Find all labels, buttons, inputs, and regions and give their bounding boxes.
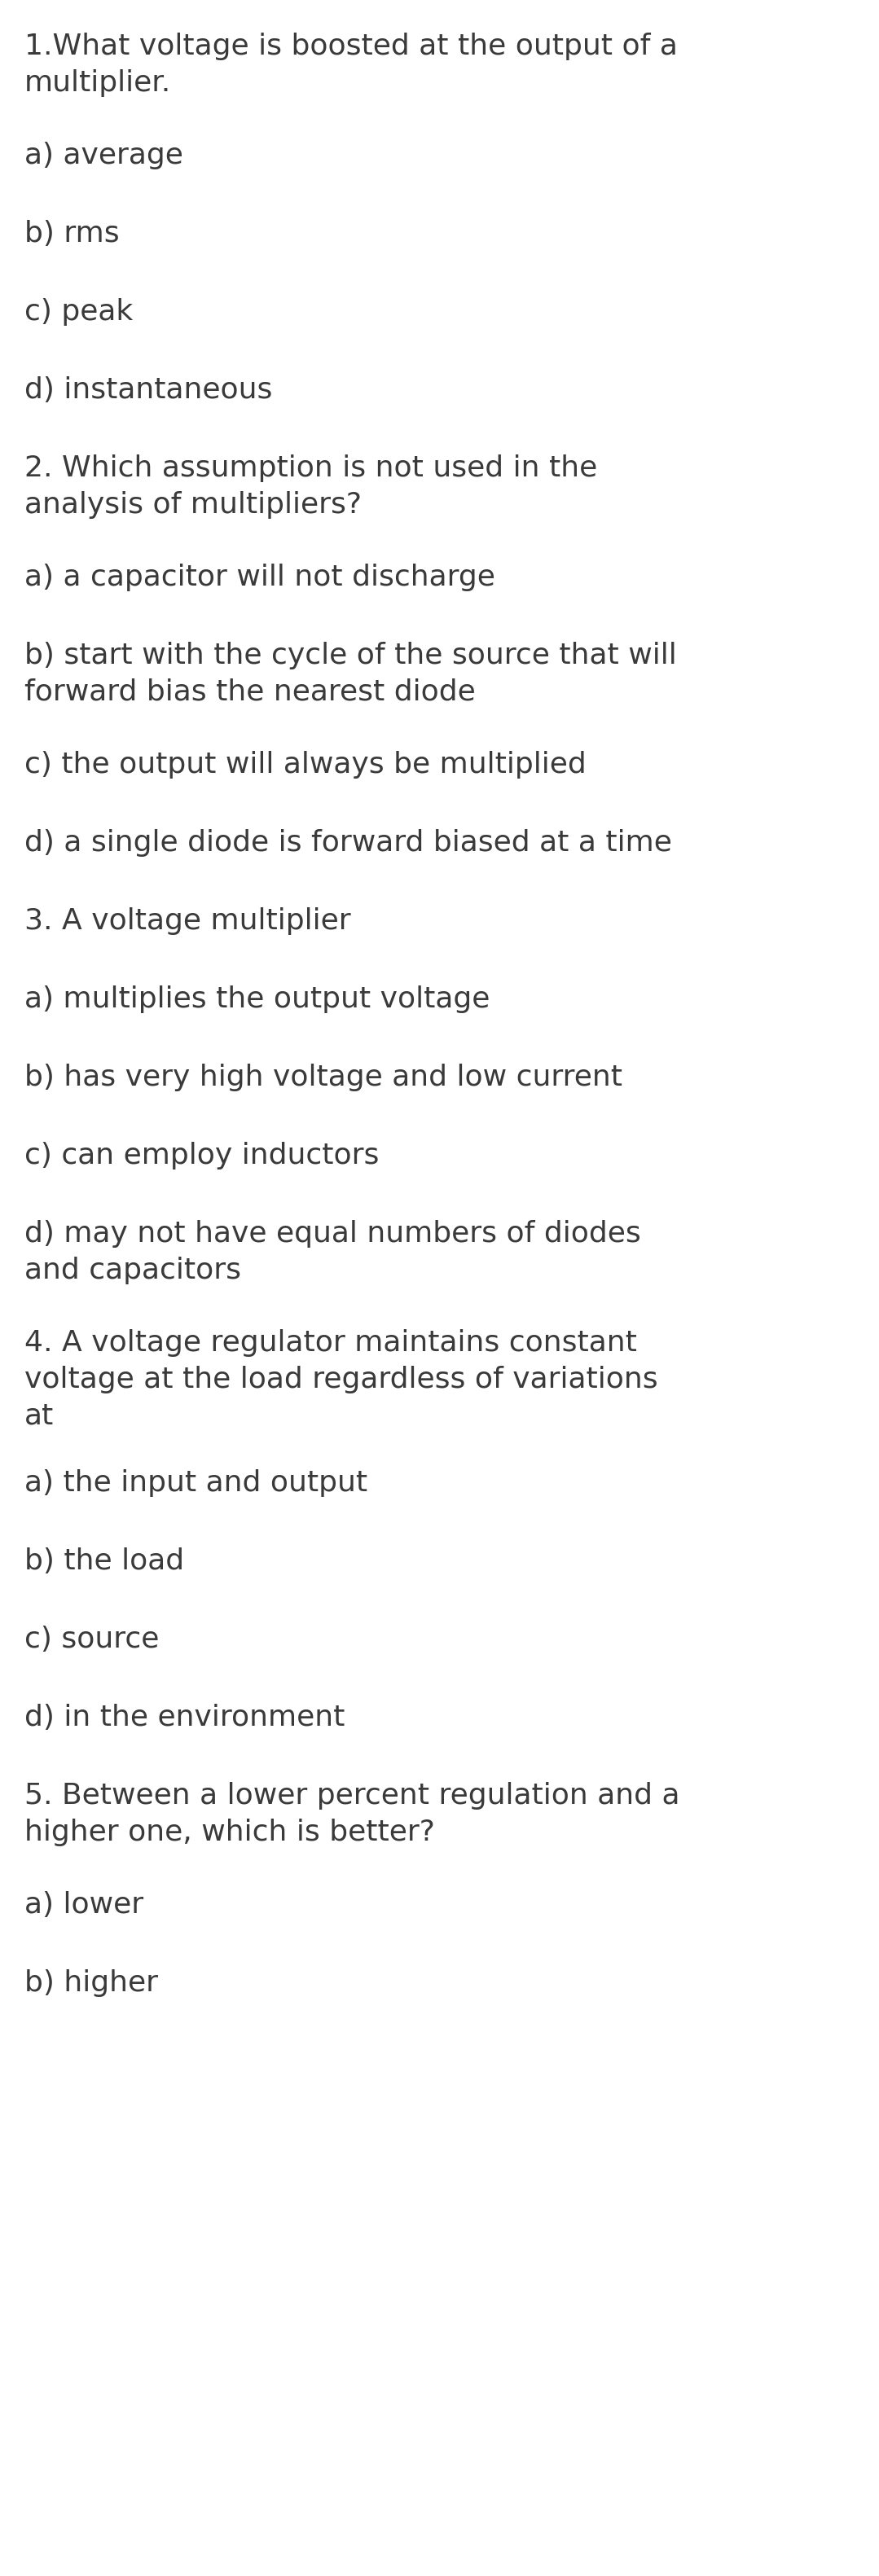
Text: c) the output will always be multiplied: c) the output will always be multiplied	[25, 750, 586, 778]
Text: 4. A voltage regulator maintains constant
voltage at the load regardless of vari: 4. A voltage regulator maintains constan…	[25, 1329, 657, 1430]
Text: c) peak: c) peak	[25, 299, 133, 325]
Text: 2. Which assumption is not used in the
analysis of multipliers?: 2. Which assumption is not used in the a…	[25, 453, 598, 518]
Text: 3. A voltage multiplier: 3. A voltage multiplier	[25, 907, 351, 935]
Text: a) multiplies the output voltage: a) multiplies the output voltage	[25, 987, 490, 1012]
Text: b) start with the cycle of the source that will
forward bias the nearest diode: b) start with the cycle of the source th…	[25, 641, 677, 706]
Text: a) a capacitor will not discharge: a) a capacitor will not discharge	[25, 564, 495, 592]
Text: c) source: c) source	[25, 1625, 159, 1654]
Text: b) the load: b) the load	[25, 1548, 185, 1574]
Text: b) higher: b) higher	[25, 1968, 158, 1996]
Text: 1.What voltage is boosted at the output of a
multiplier.: 1.What voltage is boosted at the output …	[25, 33, 678, 98]
Text: b) rms: b) rms	[25, 219, 120, 247]
Text: a) lower: a) lower	[25, 1891, 143, 1919]
Text: a) average: a) average	[25, 142, 183, 170]
Text: d) a single diode is forward biased at a time: d) a single diode is forward biased at a…	[25, 829, 672, 858]
Text: 5. Between a lower percent regulation and a
higher one, which is better?: 5. Between a lower percent regulation an…	[25, 1783, 679, 1847]
Text: d) instantaneous: d) instantaneous	[25, 376, 272, 404]
Text: c) can employ inductors: c) can employ inductors	[25, 1141, 379, 1170]
Text: b) has very high voltage and low current: b) has very high voltage and low current	[25, 1064, 622, 1092]
Text: a) the input and output: a) the input and output	[25, 1468, 367, 1497]
Text: d) may not have equal numbers of diodes
and capacitors: d) may not have equal numbers of diodes …	[25, 1221, 641, 1285]
Text: d) in the environment: d) in the environment	[25, 1703, 345, 1731]
